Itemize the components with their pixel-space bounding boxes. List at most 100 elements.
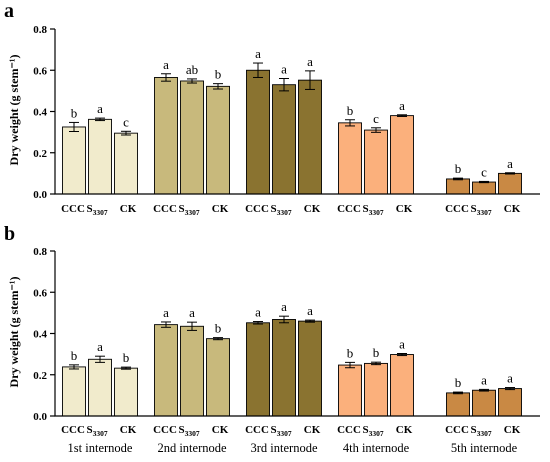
panel-a-y-axis-title: Dry weight (g stem⁻¹) <box>7 55 21 166</box>
bar-ck <box>498 388 522 417</box>
panel-b: b Dry weight (g stem⁻¹) 0.00.20.40.60.8 … <box>4 223 540 455</box>
bar-ck <box>298 79 322 195</box>
y-tick-label: 0.6 <box>33 65 47 77</box>
panel-b-label: b <box>4 223 15 245</box>
x-tick-label-ck: CK <box>120 424 137 436</box>
x-tick-label-ccc: CCC <box>337 203 361 215</box>
bar-ck <box>114 132 138 195</box>
x-tick-label-ck: CK <box>504 203 521 215</box>
group-label: 3rd internode <box>251 441 318 455</box>
bar-ck <box>206 85 230 195</box>
significance-letter: b <box>347 345 354 360</box>
significance-letter: a <box>255 46 261 61</box>
y-tick-label: 0.8 <box>33 246 47 258</box>
x-tick-label-s3307: S3307 <box>86 203 107 217</box>
y-tick-label: 0.6 <box>33 287 47 299</box>
panel-b-group-labels: 1st internode 2nd internode 3rd internode 4… <box>68 441 518 455</box>
bar-s3307 <box>272 84 296 195</box>
x-tick-label-ccc: CCC <box>445 203 469 215</box>
group-label: 5th internode <box>451 441 518 455</box>
bar-ccc <box>62 366 86 417</box>
x-tick-label-ccc: CCC <box>245 203 269 215</box>
panel-a-axes <box>54 29 540 195</box>
bar-s3307 <box>472 389 496 417</box>
significance-letter: a <box>507 156 513 171</box>
panel-a: a Dry weight (g stem⁻¹) 0.00.20.40.60.8 … <box>4 0 540 217</box>
x-tick-label-s3307: S3307 <box>270 203 291 217</box>
significance-letter: b <box>215 321 222 336</box>
y-tick-label: 0.2 <box>33 370 47 382</box>
bar-ccc <box>154 324 178 417</box>
x-tick-label-ck: CK <box>304 424 321 436</box>
significance-letter: b <box>71 105 78 120</box>
significance-letter: a <box>163 305 169 320</box>
significance-letter: a <box>507 371 513 386</box>
bar-ccc <box>246 322 270 417</box>
significance-letter: a <box>281 299 287 314</box>
x-tick-label-ck: CK <box>396 424 413 436</box>
significance-letter: a <box>399 98 405 113</box>
group-label: 2nd internode <box>157 441 227 455</box>
bar-ck <box>206 338 230 417</box>
x-tick-label-s3307: S3307 <box>86 424 107 438</box>
y-tick-label: 0.0 <box>33 411 47 423</box>
y-tick-label: 0.0 <box>33 189 47 201</box>
panel-b-y-ticks: 0.0 0.2 0.4 0.6 0.8 <box>33 246 55 423</box>
bar-ccc <box>338 364 362 417</box>
significance-letter: a <box>255 305 261 320</box>
panel-b-y-axis-title: Dry weight (g stem⁻¹) <box>7 277 21 388</box>
significance-letter: a <box>307 303 313 318</box>
x-tick-label-s3307: S3307 <box>178 203 199 217</box>
significance-letter: b <box>455 161 462 176</box>
significance-letter: b <box>455 375 462 390</box>
panel-a-y-ticks: 0.0 0.2 0.4 0.6 0.8 <box>33 24 55 201</box>
bar-ccc <box>154 77 178 195</box>
significance-letter: ab <box>186 62 198 77</box>
bar-s3307 <box>472 181 496 195</box>
significance-letter: a <box>307 54 313 69</box>
x-tick-label-ccc: CCC <box>445 424 469 436</box>
x-tick-label-ck: CK <box>120 203 137 215</box>
significance-letter: a <box>97 101 103 116</box>
x-tick-label-s3307: S3307 <box>178 424 199 438</box>
significance-letter: a <box>281 62 287 77</box>
x-tick-label-s3307: S3307 <box>470 203 491 217</box>
panel-b-axes <box>54 251 540 417</box>
x-tick-label-ck: CK <box>212 424 229 436</box>
significance-letter: a <box>97 339 103 354</box>
x-tick-label-ck: CK <box>396 203 413 215</box>
panel-b-bars: b a b a a b a a a b b a b a a <box>62 299 522 417</box>
significance-letter: c <box>373 111 379 126</box>
bar-ck <box>498 172 522 195</box>
significance-letter: a <box>163 57 169 72</box>
x-tick-label-ccc: CCC <box>337 424 361 436</box>
significance-letter: c <box>123 114 129 129</box>
bar-ccc <box>246 69 270 195</box>
significance-letter: a <box>481 372 487 387</box>
bar-ccc <box>338 122 362 195</box>
significance-letter: b <box>71 348 78 363</box>
x-tick-label-ck: CK <box>212 203 229 215</box>
x-tick-label-ccc: CCC <box>61 203 85 215</box>
bar-s3307 <box>272 319 296 417</box>
bar-ck <box>298 320 322 417</box>
panel-b-x-labels: CCC S3307 CK CCC S3307 CK CCC S3307 CK CCC S3307 CK… <box>61 424 521 438</box>
significance-letter: c <box>481 164 487 179</box>
x-tick-label-s3307: S3307 <box>362 203 383 217</box>
significance-letter: a <box>399 337 405 352</box>
bar-s3307 <box>88 358 112 417</box>
y-tick-label: 0.8 <box>33 24 47 36</box>
bar-ccc <box>62 126 86 195</box>
x-tick-label-ccc: CCC <box>153 424 177 436</box>
y-tick-label: 0.2 <box>33 148 47 160</box>
significance-letter: b <box>123 350 130 365</box>
bar-s3307 <box>88 118 112 195</box>
y-tick-label: 0.4 <box>33 107 47 119</box>
y-tick-label: 0.4 <box>33 329 47 341</box>
significance-letter: b <box>373 345 380 360</box>
panel-a-x-labels: CCC S3307 CK CCC S3307 CK CCC S3307 CK CCC S3307 CK… <box>61 203 521 217</box>
bar-s3307 <box>180 325 204 417</box>
x-tick-label-s3307: S3307 <box>270 424 291 438</box>
